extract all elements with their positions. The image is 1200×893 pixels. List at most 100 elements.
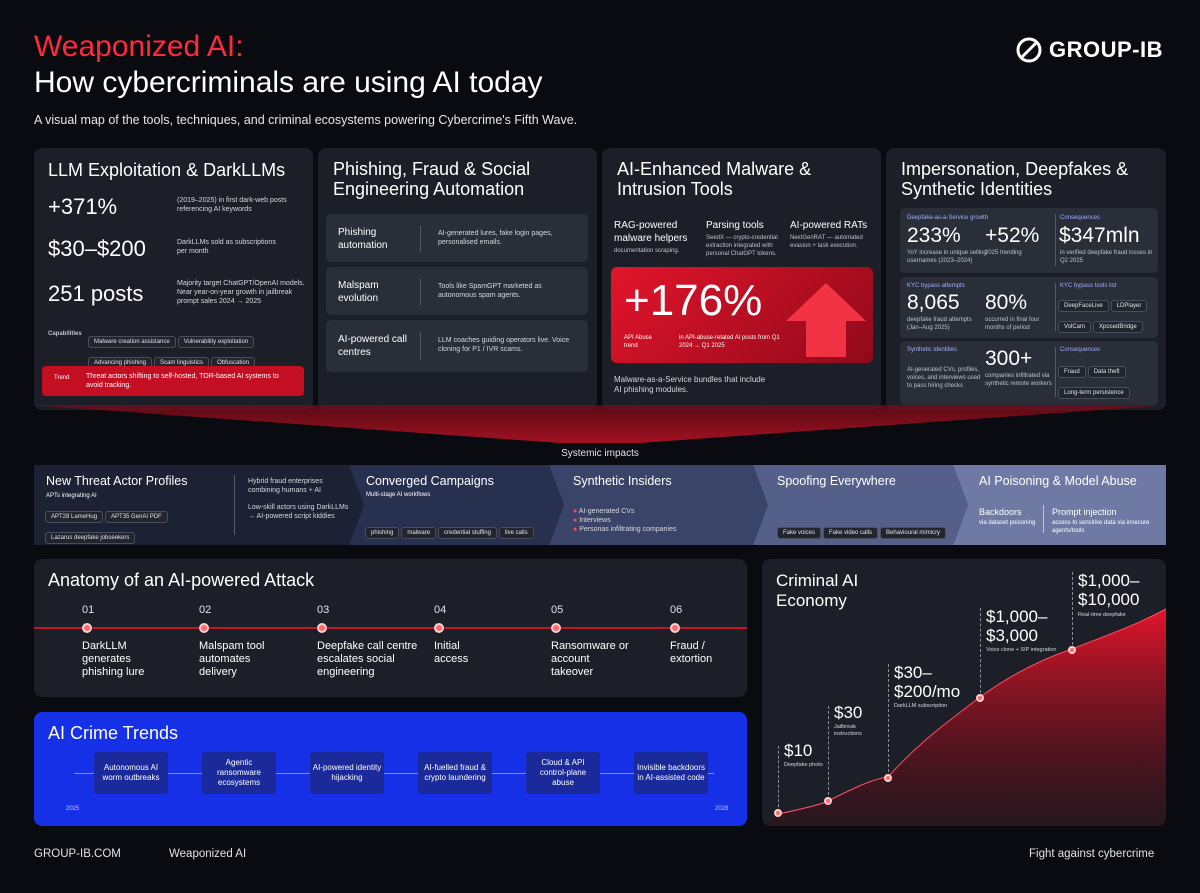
converged-sub: Multi-stage AI workflows [366,492,431,498]
step-dot [551,623,561,633]
insiders-title: Synthetic Insiders [573,474,672,488]
campaign-chip: malware [401,527,437,539]
synthetic-value: 300+ [985,347,1033,370]
step-number: 04 [434,604,447,616]
dfaas-desc: YoY increase in unique selling usernames… [907,250,987,264]
anatomy-title: Anatomy of an AI-powered Attack [48,570,315,590]
consequences2-chips: Fraud Data theft Long-term persistence [1058,360,1156,402]
synthetic-value-desc: companies infiltrated via synthetic remo… [985,373,1052,387]
kyc-desc: deepfake fraud attempts (Jan–Aug 2025) [907,317,972,331]
price-guide [778,746,779,812]
price-dot [824,797,832,805]
footer-tagline: Fight against cybercrime [1029,848,1155,860]
anatomy-card: Anatomy of an AI-powered Attack [34,559,747,697]
capabilities-label: Capabilities [48,331,82,337]
llm-stat-value: $30–$200 [48,236,146,261]
price-dot [884,774,892,782]
step-number: 05 [551,604,564,616]
trends-start: 2025 [66,806,80,812]
profile-point: Low-skill actors using DarkLLMs → AI-pow… [248,504,349,520]
divider [1055,347,1056,397]
phishing-row: Malspam evolution Tools like SpamGPT mar… [326,267,588,315]
spoof-chip: Behavioural mimicry [880,527,947,539]
trend-item: Cloud & API control-plane abuse [526,752,600,794]
profiles-title: New Threat Actor Profiles [46,474,188,488]
step-dot [317,623,327,633]
step-number: 01 [82,604,95,616]
logo: GROUP-IB [1015,36,1163,64]
dfaas-value: +52% [985,224,1040,247]
price-guide [888,664,889,777]
poison-c1-title: Backdoors [979,507,1022,517]
llm-stat-desc: (2019–2025) in first dark-web posts refe… [177,197,287,213]
api-abuse-banner: +176% API Abuse trend in API-abuse-relat… [611,267,873,363]
price-dot [1068,646,1076,654]
price-guide [980,608,981,698]
dfaas-desc: 2025 trending [985,250,1022,256]
row-desc: Tools like SpamGPT marketed as autonomou… [438,283,542,299]
poison-c2-desc: access to sensitive data via insecure ag… [1052,520,1150,534]
footer-site[interactable]: GROUP-IB.COM [34,848,121,860]
row-label: Malspam evolution [338,280,379,304]
step-dot [82,623,92,633]
price-value: $1,000–$10,000 [1078,571,1140,609]
impersonation-title: Impersonation, Deepfakes & Synthetic Ide… [901,159,1129,199]
kyc-value: 80% [985,291,1028,314]
kyc-desc: occurred in final four months of period [985,317,1040,331]
price-label: Real-time deepfake [1078,612,1126,618]
spoof-chip: Fake video calls [823,527,879,539]
kyc-tool-chip: DeepFaceLive [1058,300,1109,312]
row-label: Phishing automation [338,227,388,251]
row-divider [420,226,421,252]
divider [234,475,235,535]
trend-item: Invisible backdoors in AI-assisted code [634,752,708,794]
divider [1055,214,1056,266]
dfaas-label: Deepfake-as-a-Service growth [907,215,989,221]
apt-chips: APT28 LameHug APT35 GenAI PDF Lazarus deep… [45,505,220,545]
kyc-value: 8,065 [907,291,960,314]
campaign-chip: live calls [498,527,534,539]
kyc-tool-chip: VolCam [1058,321,1092,333]
converged-campaigns-panel: Converged Campaigns Multi-stage AI workf… [349,465,564,545]
threat-profiles-panel: New Threat Actor Profiles APTs integrati… [34,465,364,545]
consequences-label: Consequences [1060,215,1101,221]
converged-title: Converged Campaigns [366,474,494,488]
spoofing-title: Spoofing Everywhere [777,474,896,488]
title-red: Weaponized AI: [34,30,244,63]
economy-title: Criminal AI Economy [776,571,859,610]
price-dot [976,694,984,702]
api-abuse-label: API Abuse trend [624,335,653,349]
insider-item: ● AI-generated CVs [573,508,635,515]
price-label: Voice clone + SIP integration [986,647,1057,653]
apt-chip: APT35 GenAI PDF [105,511,168,523]
malware-card: AI-Enhanced Malware & Intrusion Tools RA… [602,148,881,410]
llm-card: LLM Exploitation & DarkLLMs +371% (2019–… [34,148,313,410]
kyc-tool-chip: LDPlayer [1110,300,1148,312]
page-title: How cybercriminals are using AI today [34,66,543,99]
consequence-chip: Long-term persistence [1058,387,1130,399]
malware-col-title: AI-powered RATs [790,220,868,231]
row-divider [420,332,421,360]
synthetic-insiders-panel: Synthetic Insiders ● AI-generated CVs ● … [549,465,768,545]
capability-chip: Malware creation assistance [88,336,176,348]
price-label: DarkLLM subscription [894,703,948,709]
insider-text: Interviews [579,517,611,524]
synthetic-desc: AI-generated CVs, profiles, voices, and … [907,367,981,389]
loss-desc: in verified deepfake fraud losses in Q2 … [1060,250,1153,264]
step-number: 06 [670,604,683,616]
phishing-row: AI-powered call centres LLM coaches guid… [326,320,588,372]
step-dot [434,623,444,633]
row-desc: AI-generated lures, fake login pages, pe… [438,230,553,246]
trends-line [74,773,714,774]
price-dot [774,809,782,817]
llm-stat-desc: DarkLLMs sold as subscriptions per month [177,239,276,255]
insider-item: ● Interviews [573,517,611,524]
apt-chip: Lazarus deepfake jobseekers [45,532,136,544]
step-dot [670,623,680,633]
trends-end: 2028 [715,806,729,812]
llm-title: LLM Exploitation & DarkLLMs [48,160,286,180]
price-label: Deepfake photo [784,762,823,768]
systemic-label: Systemic impacts [561,448,639,459]
phishing-row: Phishing automation AI-generated lures, … [326,214,588,262]
spoof-chip: Fake voices [777,527,822,539]
